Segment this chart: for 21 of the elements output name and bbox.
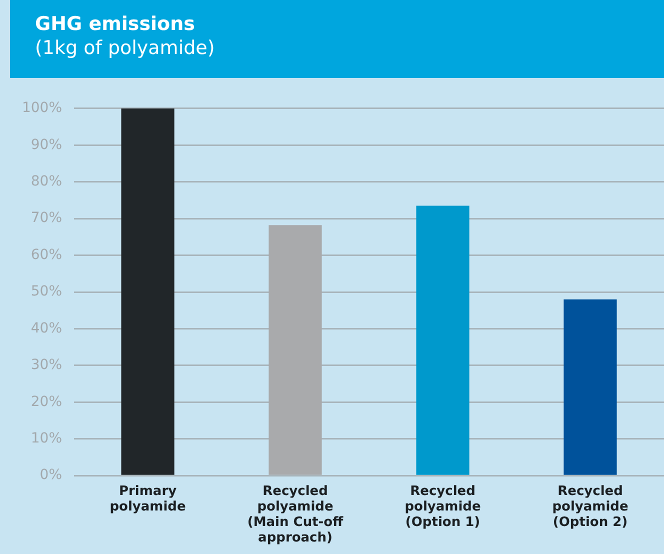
- bar: [416, 206, 470, 475]
- y-tick-label: 40%: [30, 320, 62, 336]
- y-tick-label: 50%: [30, 284, 62, 300]
- y-tick-label: 100%: [22, 100, 62, 116]
- y-tick-label: 90%: [30, 136, 62, 153]
- x-tick-label: Recycled polyamide (Option 2): [552, 484, 628, 530]
- x-tick-label: Recycled polyamide (Option 1): [404, 484, 481, 530]
- y-tick-label: 20%: [30, 394, 62, 410]
- bar: [121, 108, 174, 475]
- y-tick-label: 10%: [30, 430, 62, 447]
- y-tick-label: 60%: [30, 246, 62, 263]
- x-tick-label: Recycled polyamide (Main Cut-off approach): [247, 484, 344, 546]
- x-tick-label: Primary polyamide: [110, 484, 186, 514]
- y-tick-label: 30%: [30, 357, 62, 374]
- chart-title: GHG emissions: [35, 12, 196, 36]
- y-tick-label: 70%: [30, 210, 62, 226]
- bar: [268, 225, 322, 475]
- chart-subtitle: (1kg of polyamide): [35, 36, 216, 60]
- y-tick-label: 80%: [30, 173, 62, 190]
- bar: [564, 299, 617, 475]
- y-tick-label: 0%: [40, 467, 62, 484]
